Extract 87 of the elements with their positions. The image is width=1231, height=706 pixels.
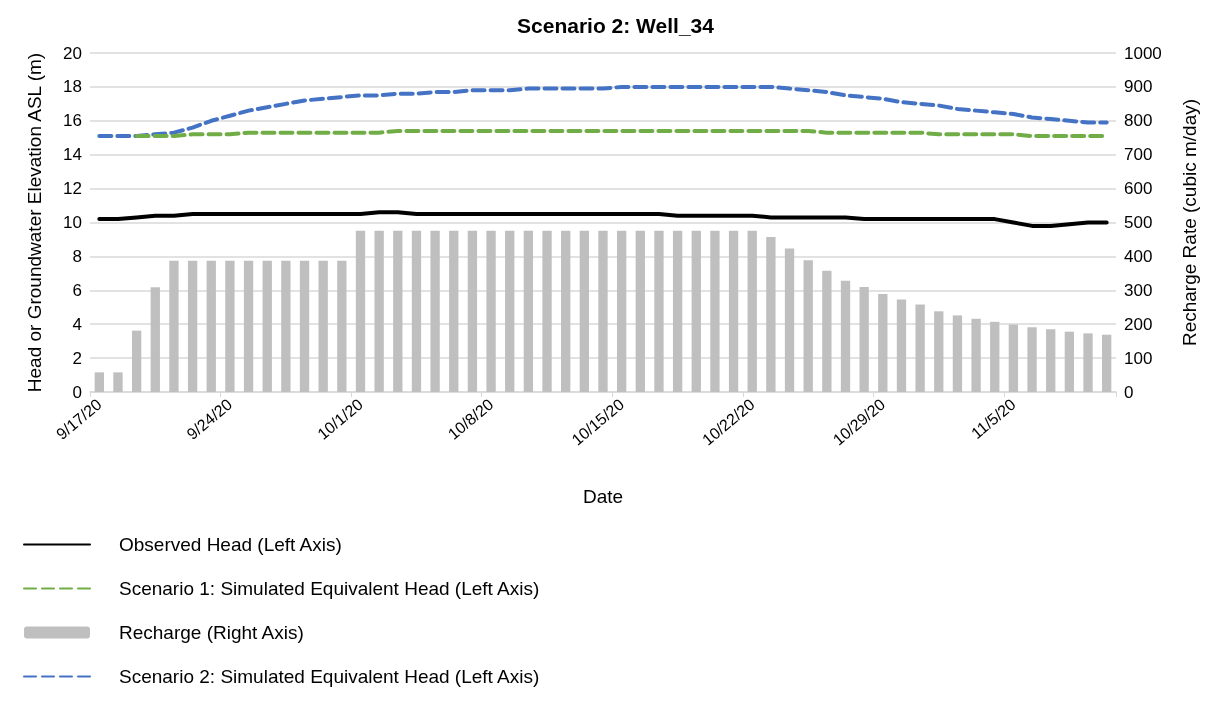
bar <box>393 230 403 392</box>
bar <box>374 230 384 392</box>
x-axis-title: Date <box>582 486 624 507</box>
bar <box>169 260 179 392</box>
y2-axis-title: Recharge Rate (cubic m/day) <box>1179 98 1200 347</box>
bar <box>1027 327 1037 392</box>
y2-tick-label: 700 <box>1124 145 1153 165</box>
legend-label: Recharge (Right Axis) <box>119 622 304 643</box>
bar <box>337 260 347 392</box>
bar <box>840 280 851 392</box>
bar <box>784 248 795 392</box>
y2-tick-label: 1000 <box>1124 43 1162 63</box>
bar <box>1008 324 1019 392</box>
bar <box>747 230 757 392</box>
bar <box>859 286 869 392</box>
bar <box>486 230 496 392</box>
bar <box>542 230 552 392</box>
bar <box>878 294 888 392</box>
bar <box>561 230 571 392</box>
y2-tick-label: 900 <box>1124 77 1153 97</box>
y2-tick-label: 600 <box>1124 179 1153 199</box>
bar <box>449 230 459 392</box>
bar <box>691 230 701 392</box>
bar <box>187 260 198 392</box>
bar <box>225 260 235 392</box>
bar <box>616 230 627 392</box>
bar <box>523 230 534 392</box>
bar <box>598 230 608 392</box>
bar <box>505 230 515 392</box>
chart-title: Scenario 2: Well_34 <box>517 14 715 37</box>
y-tick-label: 8 <box>72 246 82 266</box>
bar <box>281 260 291 392</box>
y-tick-label: 20 <box>63 43 82 63</box>
bar <box>150 287 160 392</box>
line-series <box>97 210 1109 228</box>
bar <box>299 260 310 392</box>
y2-tick-label: 100 <box>1124 348 1153 368</box>
y2-tick-label: 800 <box>1124 111 1153 131</box>
bar <box>94 372 104 392</box>
legend-label: Observed Head (Left Axis) <box>119 534 342 555</box>
y-axis-title: Head or Groundwater Elevation ASL (m) <box>24 52 45 393</box>
y2-tick-label: 400 <box>1124 246 1153 266</box>
bar <box>411 230 422 392</box>
bar <box>467 230 478 392</box>
bar <box>952 315 963 392</box>
bar <box>318 260 328 392</box>
bar <box>1046 329 1056 392</box>
bar <box>915 304 925 392</box>
bar <box>113 372 123 392</box>
y-tick-label: 4 <box>72 314 82 334</box>
y-tick-label: 6 <box>72 280 82 300</box>
line-series <box>97 84 1109 139</box>
y-tick-label: 18 <box>63 77 82 97</box>
bar <box>710 230 720 392</box>
y2-tick-label: 0 <box>1124 382 1134 402</box>
y-tick-label: 16 <box>63 111 82 131</box>
bar <box>766 237 776 392</box>
bar <box>206 260 216 392</box>
bar <box>822 270 832 392</box>
bar <box>896 299 907 392</box>
bar <box>1083 333 1093 392</box>
legend-label: Scenario 2: Simulated Equivalent Head (Left Axis) <box>119 666 540 687</box>
bar <box>579 230 590 392</box>
bar <box>934 311 944 392</box>
y2-tick-label: 300 <box>1124 280 1153 300</box>
y-tick-label: 10 <box>63 213 82 232</box>
bar <box>971 318 981 392</box>
bar <box>430 230 440 392</box>
y-tick-label: 12 <box>63 179 82 199</box>
bar <box>635 230 645 392</box>
bar <box>131 330 142 392</box>
bar <box>990 321 1000 392</box>
y2-tick-label: 200 <box>1124 314 1153 334</box>
y2-tick-label: 500 <box>1124 213 1153 232</box>
legend-label: Scenario 1: Simulated Equivalent Head (Left Axis) <box>119 578 540 599</box>
y-tick-label: 14 <box>63 145 82 165</box>
bar <box>803 260 813 392</box>
bar <box>654 230 664 392</box>
bar <box>355 230 366 392</box>
bar <box>1064 331 1075 392</box>
bar <box>262 260 272 392</box>
y-tick-label: 0 <box>72 382 82 402</box>
bar <box>243 260 254 392</box>
bar <box>672 230 683 392</box>
y-tick-label: 2 <box>72 348 82 368</box>
bar <box>728 230 739 392</box>
bar <box>1102 334 1112 392</box>
